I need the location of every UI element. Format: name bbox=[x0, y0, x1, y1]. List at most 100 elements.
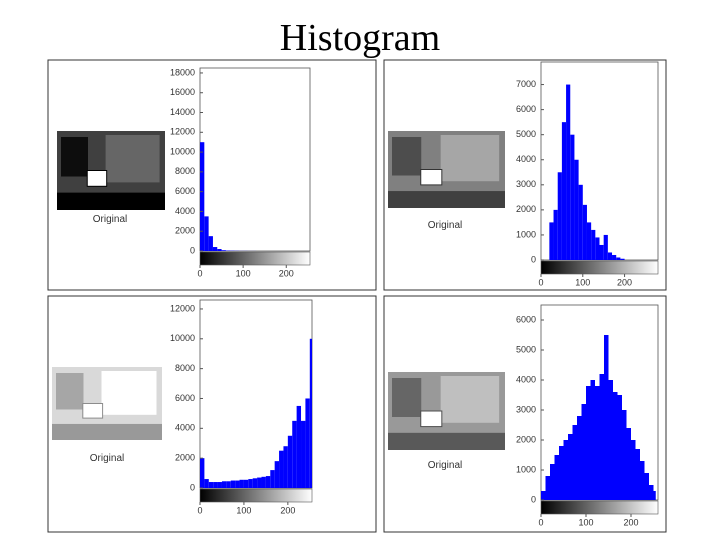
histogram-bar bbox=[590, 380, 595, 500]
histogram-bar bbox=[566, 84, 571, 260]
histogram-bar bbox=[541, 491, 546, 500]
y-tick-label: 2000 bbox=[175, 453, 195, 463]
histogram-bar bbox=[557, 172, 562, 260]
photo-shelf bbox=[61, 137, 88, 177]
y-tick-label: 8000 bbox=[175, 166, 195, 176]
y-tick-label: 12000 bbox=[170, 303, 195, 313]
histogram-bar bbox=[230, 480, 236, 488]
x-tick-label: 100 bbox=[236, 505, 251, 515]
panel-frame bbox=[47, 295, 377, 533]
histogram-bar bbox=[261, 476, 266, 488]
histogram-bar bbox=[545, 476, 550, 500]
y-tick-label: 0 bbox=[190, 245, 195, 255]
x-tick-label: 200 bbox=[623, 517, 638, 527]
y-tick-label: 14000 bbox=[170, 107, 195, 117]
panel-frame bbox=[383, 295, 667, 533]
histogram-bar bbox=[212, 247, 218, 251]
histogram-bar bbox=[653, 491, 656, 500]
histogram-bar bbox=[622, 410, 627, 500]
y-tick-label: 4000 bbox=[175, 206, 195, 216]
x-tick-label: 100 bbox=[578, 517, 593, 527]
histogram-bar bbox=[586, 222, 592, 260]
histogram-bar bbox=[239, 479, 244, 488]
x-tick-label: 200 bbox=[279, 268, 294, 278]
histogram-bar bbox=[309, 338, 312, 488]
x-tick-label: 100 bbox=[236, 268, 251, 278]
histogram-bar bbox=[248, 479, 253, 488]
histogram-bar bbox=[554, 455, 559, 500]
histogram-bar bbox=[586, 386, 591, 500]
y-tick-label: 6000 bbox=[516, 104, 536, 114]
histogram-bar bbox=[553, 209, 558, 260]
histogram-bar bbox=[292, 420, 297, 488]
x-tick-label: 200 bbox=[280, 505, 295, 515]
photo-monitor bbox=[86, 170, 108, 187]
x-tick-label: 0 bbox=[538, 277, 543, 287]
histogram-bar bbox=[213, 482, 218, 488]
histogram-bar bbox=[640, 461, 645, 500]
photo-desk bbox=[388, 432, 505, 450]
photo-caption: Original bbox=[428, 460, 462, 471]
y-tick-label: 1000 bbox=[516, 464, 536, 474]
photo-window bbox=[105, 135, 160, 183]
x-tick-label: 0 bbox=[197, 268, 202, 278]
histogram-bar bbox=[208, 236, 213, 251]
histogram-bar bbox=[200, 142, 205, 251]
histogram-bar bbox=[613, 392, 618, 500]
histogram-bar bbox=[217, 249, 222, 251]
histogram-bar bbox=[607, 252, 613, 260]
x-tick-label: 0 bbox=[538, 517, 543, 527]
colorbar bbox=[540, 260, 659, 275]
histogram-bar bbox=[257, 477, 262, 488]
y-tick-label: 3000 bbox=[516, 404, 536, 414]
photo-window bbox=[101, 371, 157, 415]
y-tick-label: 5000 bbox=[516, 344, 536, 354]
x-tick-label: 100 bbox=[575, 277, 590, 287]
histogram-bar bbox=[582, 204, 587, 260]
histogram-bar bbox=[221, 250, 226, 251]
y-tick-label: 6000 bbox=[175, 186, 195, 196]
colorbar bbox=[199, 488, 313, 503]
histogram-bar bbox=[612, 254, 617, 260]
colorbar bbox=[540, 500, 659, 515]
photo-monitor bbox=[82, 403, 104, 419]
histogram-bar bbox=[599, 244, 604, 260]
histogram-bar bbox=[574, 159, 579, 260]
y-tick-label: 10000 bbox=[170, 146, 195, 156]
photo-monitor bbox=[420, 410, 443, 428]
y-tick-label: 3000 bbox=[516, 179, 536, 189]
photo-caption: Original bbox=[93, 214, 127, 225]
y-tick-label: 12000 bbox=[170, 127, 195, 137]
histogram-bar bbox=[568, 434, 573, 500]
y-tick-label: 7000 bbox=[516, 79, 536, 89]
y-tick-label: 6000 bbox=[516, 314, 536, 324]
histogram-bar bbox=[635, 449, 640, 500]
histogram-bar bbox=[608, 380, 613, 500]
histogram-bar bbox=[578, 184, 583, 260]
photo-shelf bbox=[392, 378, 422, 417]
photo-shelf bbox=[392, 137, 422, 176]
histogram-bar bbox=[252, 478, 258, 488]
y-tick-label: 0 bbox=[531, 494, 536, 504]
histogram-bar bbox=[595, 237, 600, 260]
x-tick-label: 200 bbox=[617, 277, 632, 287]
histogram-bar bbox=[270, 470, 275, 488]
histogram-bar bbox=[279, 450, 284, 488]
histogram-bar bbox=[235, 480, 240, 488]
y-tick-label: 2000 bbox=[175, 226, 195, 236]
x-tick-label: 0 bbox=[197, 505, 202, 515]
y-tick-label: 0 bbox=[531, 254, 536, 264]
photo-caption: Original bbox=[90, 453, 124, 464]
histogram-bar bbox=[305, 398, 310, 488]
histogram-bar bbox=[617, 395, 622, 500]
histogram-bar bbox=[283, 446, 288, 488]
histogram-bar bbox=[616, 257, 621, 260]
histogram-bar bbox=[265, 476, 271, 488]
histogram-bar bbox=[200, 458, 205, 488]
photo-window bbox=[440, 135, 500, 182]
colorbar bbox=[199, 251, 311, 266]
photo-caption: Original bbox=[428, 220, 462, 231]
plot-area bbox=[199, 67, 311, 252]
histogram-bar bbox=[649, 485, 654, 500]
y-tick-label: 5000 bbox=[516, 129, 536, 139]
